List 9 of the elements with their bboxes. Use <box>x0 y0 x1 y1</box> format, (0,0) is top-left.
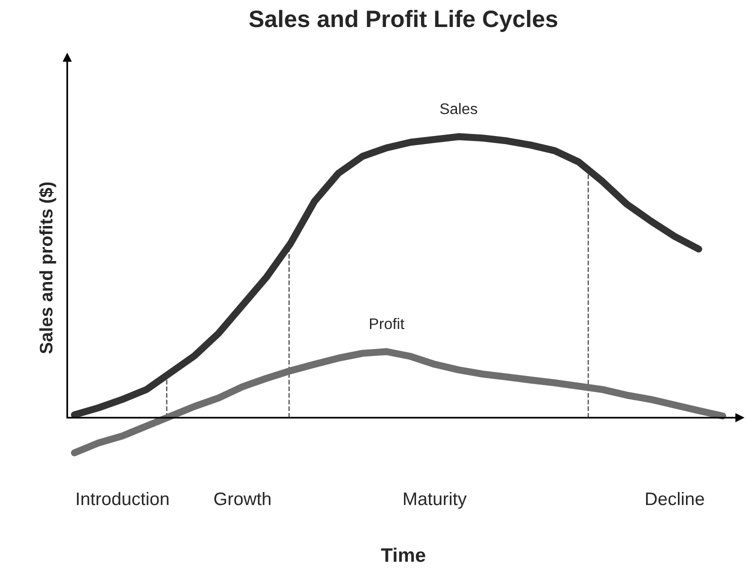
x-tick-label: Decline <box>646 492 704 506</box>
x-tick-label: Growth <box>214 492 270 506</box>
x-tick-label: Introduction <box>76 492 168 506</box>
chart-title: Sales and Profit Life Cycles <box>249 10 558 32</box>
series-label: Profit <box>370 318 404 330</box>
x-tick-label: Maturity <box>404 492 467 509</box>
series-label: Sales <box>440 102 478 114</box>
y-axis-title: Sales and profits ($) <box>38 182 56 354</box>
x-axis-title: Time <box>381 548 426 562</box>
